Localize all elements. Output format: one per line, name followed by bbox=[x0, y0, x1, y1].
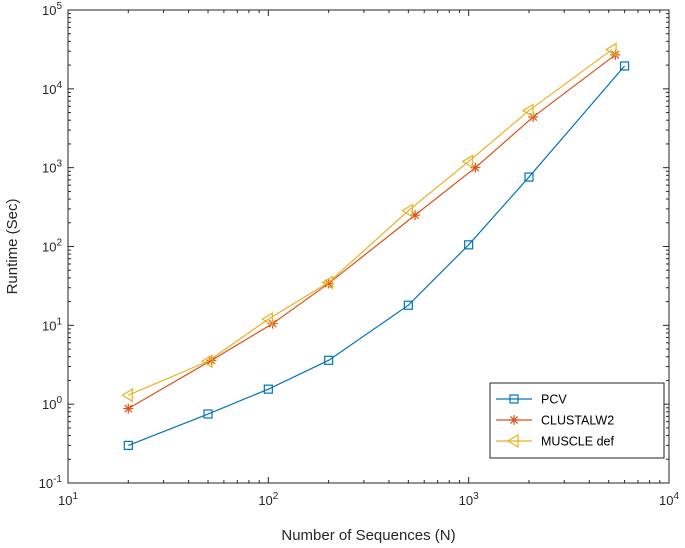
y-tick-label: 103 bbox=[42, 159, 62, 176]
data-point-triangle bbox=[604, 42, 617, 57]
legend-label: PCV bbox=[541, 393, 567, 407]
data-point-square bbox=[263, 384, 273, 394]
series-line bbox=[128, 54, 616, 410]
asterisk-stroke bbox=[509, 415, 519, 425]
data-point-asterisk bbox=[123, 403, 134, 414]
series-group bbox=[121, 42, 617, 403]
asterisk-stroke bbox=[124, 404, 133, 413]
data-point-square bbox=[524, 172, 534, 182]
data-point-square bbox=[203, 409, 213, 419]
data-point-triangle bbox=[506, 433, 519, 449]
data-point-triangle bbox=[200, 354, 213, 369]
x-axis-label: Number of Sequences (N) bbox=[281, 527, 455, 544]
series-group bbox=[123, 61, 630, 450]
data-point-asterisk bbox=[470, 162, 481, 173]
legend-label: MUSCLE def bbox=[541, 435, 614, 449]
data-point-triangle bbox=[521, 103, 534, 118]
data-point-square bbox=[123, 440, 133, 450]
y-tick-label: 101 bbox=[42, 316, 62, 333]
asterisk-stroke bbox=[411, 211, 420, 220]
data-point-square bbox=[403, 300, 413, 310]
data-point-triangle bbox=[261, 312, 273, 327]
data-point-triangle bbox=[321, 275, 334, 290]
data-point-square bbox=[619, 61, 630, 71]
x-tick-label: 104 bbox=[659, 491, 679, 508]
y-tick-label: 10-1 bbox=[39, 474, 63, 491]
y-axis-label: Runtime (Sec) bbox=[4, 199, 21, 295]
x-tick-label: 103 bbox=[459, 491, 479, 508]
y-tick-label: 102 bbox=[42, 238, 62, 255]
y-tick-label: 105 bbox=[42, 1, 62, 18]
data-point-triangle bbox=[461, 154, 474, 169]
y-tick-label: 104 bbox=[42, 80, 62, 97]
series-layer bbox=[121, 42, 630, 450]
data-point-asterisk bbox=[410, 210, 421, 221]
legend-label: CLUSTALW2 bbox=[541, 414, 614, 428]
asterisk-stroke bbox=[471, 163, 480, 172]
data-point-asterisk bbox=[509, 415, 519, 425]
data-point-square bbox=[509, 394, 519, 404]
ticks-layer: 101 102 103 104 10-1 100 101 102 103 104 105 bbox=[39, 1, 680, 508]
x-tick-label: 102 bbox=[258, 491, 278, 508]
data-point-triangle bbox=[121, 388, 133, 403]
data-point-square bbox=[464, 240, 474, 250]
x-tick-label: 101 bbox=[58, 491, 78, 508]
y-tick-label: 100 bbox=[42, 395, 62, 412]
data-point-triangle bbox=[401, 203, 413, 218]
data-point-square bbox=[324, 355, 334, 365]
series-line bbox=[128, 49, 613, 396]
series-line bbox=[128, 65, 626, 446]
legend: PCV CLUSTALW2 MUSCLE def bbox=[489, 382, 665, 459]
